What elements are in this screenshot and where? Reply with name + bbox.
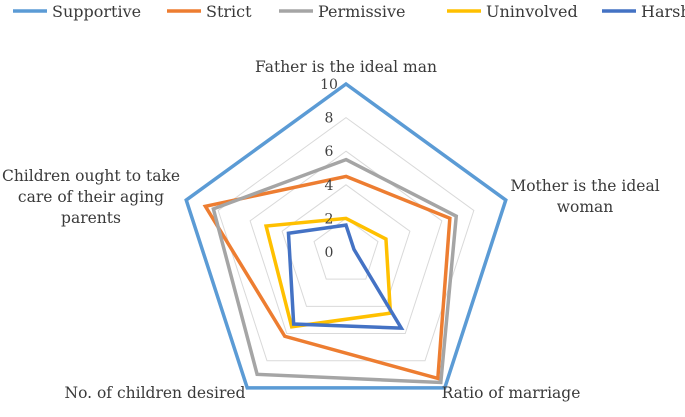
legend-label: Strict <box>206 2 252 21</box>
axis-label: No. of children desired <box>65 384 246 402</box>
series-group <box>184 81 508 390</box>
legend-label: Supportive <box>52 2 141 21</box>
axis-label: Ratio of marriage <box>442 384 581 402</box>
grid-ring-2 <box>313 217 379 280</box>
axis-label: Children ought to take care of their agin… <box>2 167 180 227</box>
series-line-strict <box>202 174 452 381</box>
legend-label: Permissive <box>318 2 406 21</box>
tick-label: 0 <box>325 245 334 261</box>
series-line-permissive <box>211 157 459 385</box>
tick-label: 8 <box>325 111 334 127</box>
tick-label: 10 <box>320 77 338 93</box>
series-line-harsh <box>286 223 405 330</box>
tick-label: 2 <box>325 211 334 227</box>
axis-label: Mother is the ideal woman <box>510 177 659 216</box>
grid-ring-4 <box>281 184 411 307</box>
tick-labels: 0 2 4 6 8 10 <box>320 77 338 261</box>
axis-label: Father is the ideal man <box>255 58 437 76</box>
grid-ring-8 <box>217 116 475 362</box>
axis-labels: Father is the ideal man Mother is the ide… <box>2 58 660 402</box>
tick-label: 4 <box>325 178 334 194</box>
legend: Supportive Strict Permissive Uninvolved Hars… <box>13 2 685 21</box>
series-line-supportive <box>184 81 508 390</box>
legend-label: Uninvolved <box>486 2 578 21</box>
series-line-uninvolved <box>263 216 393 329</box>
legend-label: Harsh <box>641 2 685 21</box>
tick-label: 6 <box>325 144 334 160</box>
